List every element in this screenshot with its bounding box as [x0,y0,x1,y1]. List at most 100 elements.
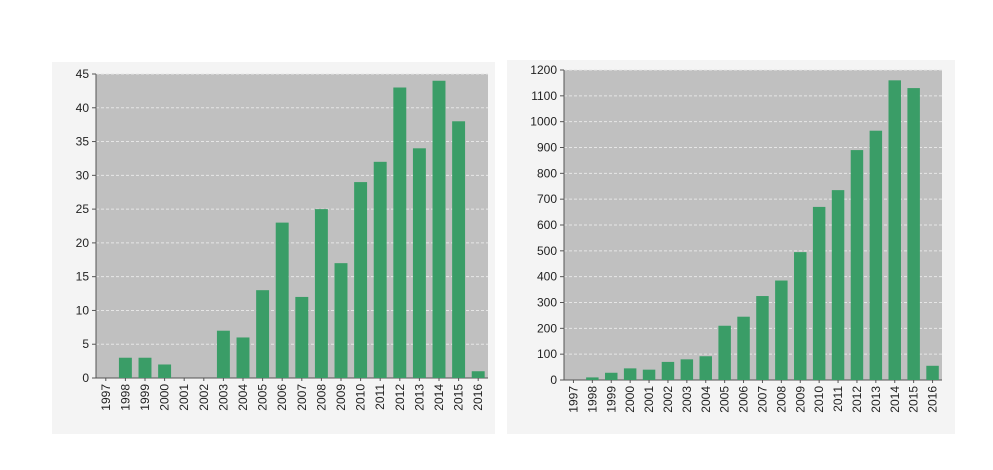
bar-1998 [118,357,132,378]
bar-2002 [661,361,675,380]
y-tick-label: 45 [76,67,90,81]
bar-1999 [605,372,618,380]
x-tick-label: 2014 [432,384,446,411]
x-tick-label: 2004 [236,384,250,411]
y-tick-label: 0 [550,373,557,387]
bar-2008 [775,280,788,380]
bar-2015 [907,88,920,380]
bar-2013 [412,148,426,378]
x-tick-label: 1999 [138,384,152,411]
bar-2010 [354,182,368,378]
bar-2009 [334,263,348,378]
y-tick-label: 100 [537,347,557,361]
x-tick-label: 1997 [99,384,113,411]
y-tick-label: 35 [76,135,90,149]
y-tick-label: 200 [537,321,557,335]
x-tick-label: 2012 [393,384,407,411]
bar-2006 [737,316,750,380]
bar-2008 [314,209,328,378]
bar-2006 [275,222,289,378]
x-tick-label: 2003 [680,386,694,413]
bar-2005 [718,325,731,380]
x-tick-label: 2000 [158,384,172,411]
bar-1999 [138,357,152,378]
x-tick-label: 2015 [907,386,921,413]
bar-2012 [393,87,407,378]
x-tick-label: 2005 [256,384,270,411]
chart-panel-citations: 0 100 200 300 400 500 600 700 800 900 1000 1100 1200… [507,60,955,434]
chart-panel-publications: 0 5 10 15 20 25 30 35 40 45 1997 1998 1999 2000 2001 20… [52,62,495,434]
x-tick-label: 2015 [452,384,466,411]
bar-2014 [888,80,901,380]
x-tick-label: 1999 [604,386,618,413]
y-tick-label: 10 [76,303,90,317]
x-tick-label: 2008 [314,384,328,411]
x-tick-label: 1997 [566,386,580,413]
bar-2000 [158,364,172,378]
x-tick-label: 2004 [699,386,713,413]
bar-2005 [256,290,270,378]
y-tick-label: 800 [537,166,557,180]
x-tick-label: 2002 [661,386,675,413]
y-tick-label: 0 [82,371,89,385]
y-tick-label: 15 [76,270,90,284]
bar-2013 [869,130,883,380]
y-tick-label: 900 [537,141,557,155]
bar-2007 [295,296,309,378]
y-tick-label: 25 [76,202,90,216]
bar-2007 [756,296,769,380]
x-tick-label: 2003 [216,384,230,411]
y-tick-label: 20 [76,236,90,250]
bar-2016 [471,371,485,378]
x-tick-label: 2006 [275,384,289,411]
x-tick-label: 1998 [118,384,132,411]
x-tick-label: 2012 [850,386,864,413]
bar-2012 [850,150,864,380]
y-tick-label: 700 [537,192,557,206]
y-tick-label: 1200 [530,63,557,77]
y-tick-label: 30 [76,168,90,182]
bar-2004 [236,337,250,378]
x-tick-label: 2014 [888,386,902,413]
x-tick-label: 2011 [831,386,845,412]
x-tick-label: 2007 [295,384,309,411]
y-tick-label: 1000 [530,115,557,129]
bar-2014 [432,80,446,378]
x-tick-label: 2013 [412,384,426,411]
bar-2001 [642,369,656,380]
bar-2003 [680,359,694,380]
x-tick-label: 2001 [642,386,656,413]
x-tick-label: 1998 [585,386,599,413]
x-tick-label: 2000 [623,386,637,413]
y-tick-label: 500 [537,244,557,258]
bar-2010 [812,206,826,380]
bar-2000 [623,368,637,380]
x-tick-label: 2010 [812,386,826,413]
bar-2003 [216,330,230,378]
x-tick-label: 2009 [793,386,807,413]
plot-area [96,74,488,378]
y-tick-label: 1100 [531,89,557,103]
bar-chart-left: 0 5 10 15 20 25 30 35 40 45 1997 1998 1999 2000 2001 20… [76,67,488,411]
bar-2011 [373,161,387,378]
y-tick-label: 5 [82,337,89,351]
y-tick-label: 600 [537,218,557,232]
x-tick-label: 2007 [755,386,769,413]
bar-2009 [794,252,807,380]
x-tick-label: 2005 [718,386,732,413]
bar-chart-right: 0 100 200 300 400 500 600 700 800 900 1000 1100 1200… [530,63,942,413]
y-tick-label: 400 [537,270,557,284]
bar-2011 [831,190,845,380]
x-tick-label: 2001 [177,384,191,411]
bar-2015 [452,121,466,379]
x-tick-label: 2002 [197,384,211,411]
bar-2016 [926,365,939,380]
x-tick-label: 2011 [373,384,387,410]
y-tick-label: 300 [537,296,557,310]
x-tick-label: 2009 [334,384,348,411]
x-tick-label: 2013 [869,386,883,413]
bar-1998 [586,377,599,380]
bar-2004 [699,356,712,380]
x-tick-label: 2008 [774,386,788,413]
y-tick-label: 40 [76,101,90,115]
